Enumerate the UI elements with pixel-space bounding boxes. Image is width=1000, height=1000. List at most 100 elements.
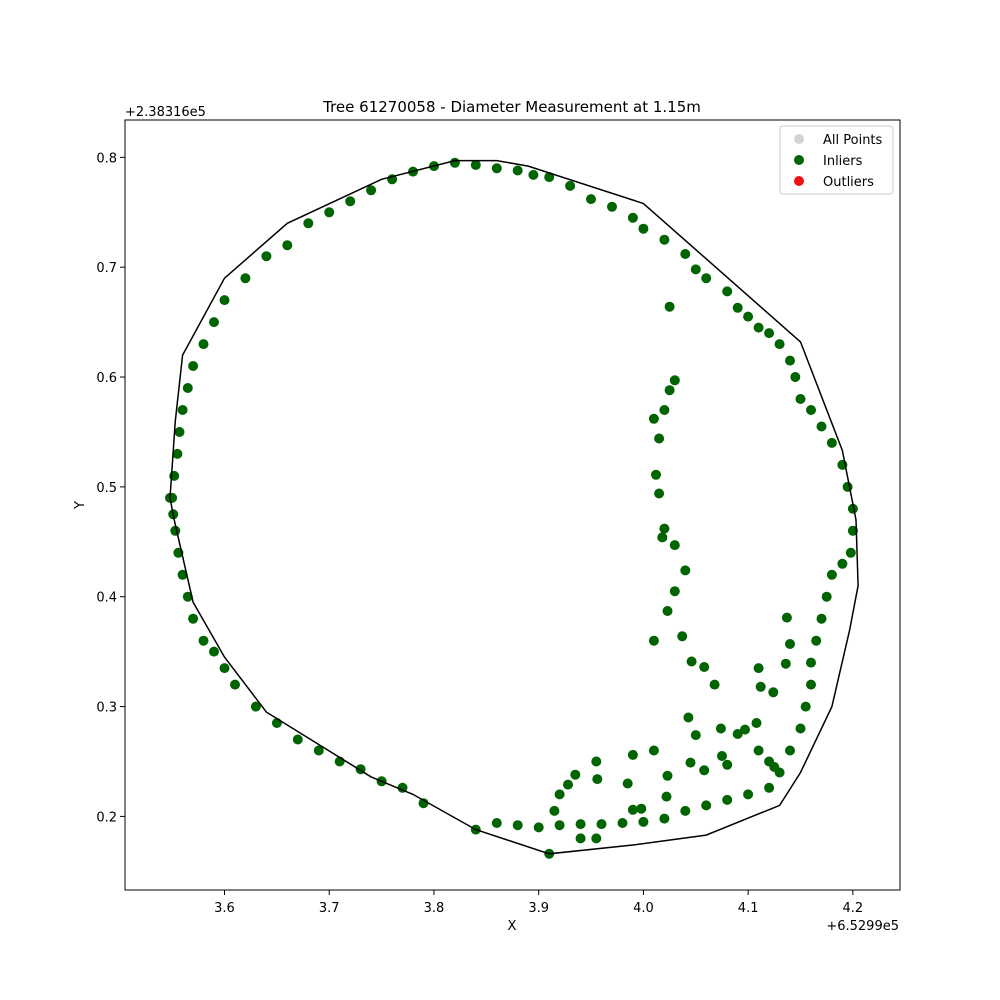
- x-offset-label: +6.5299e5: [826, 919, 899, 934]
- inlier-point: [174, 427, 185, 437]
- inlier-point: [781, 612, 792, 623]
- inlier-point: [182, 591, 193, 602]
- inlier-point: [324, 207, 335, 218]
- inlier-point: [722, 286, 733, 297]
- inlier-point: [303, 218, 314, 229]
- inlier-point: [659, 234, 670, 245]
- inlier-point: [717, 751, 727, 761]
- inlier-point: [591, 756, 602, 767]
- inlier-point: [470, 160, 481, 170]
- y-tick-label: 0.8: [96, 151, 117, 166]
- inlier-point: [715, 723, 726, 734]
- inlier-point: [659, 523, 670, 534]
- x-tick-label: 4.1: [738, 901, 759, 916]
- inlier-point: [842, 481, 853, 492]
- inlier-point: [627, 212, 638, 223]
- inlier-point: [177, 569, 188, 580]
- inlier-point: [240, 273, 251, 284]
- inlier-point: [219, 663, 230, 674]
- inlier-point: [209, 317, 219, 328]
- inlier-point: [271, 718, 282, 728]
- inlier-point: [821, 591, 832, 602]
- inlier-point: [806, 657, 816, 668]
- legend-label-outliers: Outliers: [823, 175, 874, 190]
- inlier-point: [638, 816, 649, 827]
- axes-frame: [124, 119, 901, 891]
- inlier-point: [230, 679, 240, 690]
- inlier-point: [636, 803, 647, 814]
- inlier-point: [722, 759, 733, 770]
- inlier-point: [795, 394, 806, 404]
- inlier-point: [648, 413, 659, 424]
- inlier-point: [648, 745, 659, 756]
- inlier-point: [806, 679, 816, 690]
- inlier-point: [677, 631, 688, 642]
- inlier-point: [188, 613, 199, 624]
- inlier-point: [627, 749, 638, 760]
- inlier-point: [659, 813, 670, 824]
- inlier-point: [686, 656, 697, 667]
- inlier-point: [680, 805, 691, 816]
- y-offset-label: +2.38316e5: [125, 105, 206, 120]
- inlier-point: [596, 819, 607, 830]
- inlier-point: [570, 769, 581, 780]
- x-tick-label: 4.0: [633, 901, 654, 916]
- inlier-point: [627, 804, 638, 815]
- y-tick-label: 0.3: [96, 701, 117, 716]
- inlier-point: [816, 421, 827, 432]
- chart-title: Tree 61270058 - Diameter Measurement at …: [322, 98, 701, 116]
- inlier-point: [690, 730, 701, 741]
- inlier-point: [575, 833, 586, 844]
- inlier-point: [172, 448, 183, 459]
- inlier-point: [780, 658, 791, 669]
- inlier-point: [669, 375, 680, 386]
- inlier-point: [680, 565, 691, 576]
- inlier-point: [661, 791, 672, 802]
- inlier-point: [699, 765, 710, 776]
- inlier-point: [753, 745, 764, 756]
- inlier-point: [586, 194, 596, 205]
- y-axis-label: Y: [73, 501, 88, 510]
- inlier-point: [701, 273, 712, 284]
- hull-outline: [169, 159, 859, 855]
- inlier-point: [826, 569, 837, 580]
- inlier-point: [345, 196, 356, 207]
- inlier-point: [554, 820, 565, 831]
- inlier-point: [575, 819, 586, 830]
- inlier-point: [701, 800, 712, 811]
- inlier-point: [826, 437, 837, 448]
- inlier-point: [764, 328, 775, 339]
- inlier-point: [811, 635, 822, 646]
- x-tick-label: 3.7: [319, 901, 340, 916]
- inlier-point: [418, 798, 429, 809]
- inlier-point: [512, 820, 523, 831]
- scatter-points: [165, 157, 858, 859]
- inlier-point: [662, 606, 673, 616]
- inlier-point: [669, 586, 680, 597]
- inlier-point: [512, 165, 523, 176]
- legend-label-inliers: Inliers: [823, 154, 863, 169]
- inlier-point: [795, 723, 806, 734]
- inlier-point: [800, 701, 811, 712]
- inlier-point: [313, 745, 324, 756]
- y-tick-label: 0.2: [96, 810, 117, 825]
- inlier-point: [768, 687, 779, 698]
- inlier-point: [491, 163, 502, 174]
- inlier-point: [785, 639, 795, 649]
- inlier-point: [743, 311, 754, 322]
- inlier-point: [699, 662, 710, 672]
- inlier-point: [680, 249, 691, 259]
- legend-label-all-points: All Points: [823, 133, 883, 148]
- legend-box: [779, 125, 894, 195]
- inlier-point: [657, 532, 668, 543]
- x-tick-label: 4.2: [843, 901, 864, 916]
- inlier-point: [449, 157, 460, 168]
- inlier-point: [651, 469, 661, 480]
- inlier-point: [785, 355, 795, 366]
- inlier-point: [198, 635, 209, 646]
- x-axis-label: X: [508, 919, 517, 934]
- inlier-point: [250, 701, 261, 712]
- inlier-point: [528, 169, 539, 180]
- hull-polygon: [169, 159, 859, 855]
